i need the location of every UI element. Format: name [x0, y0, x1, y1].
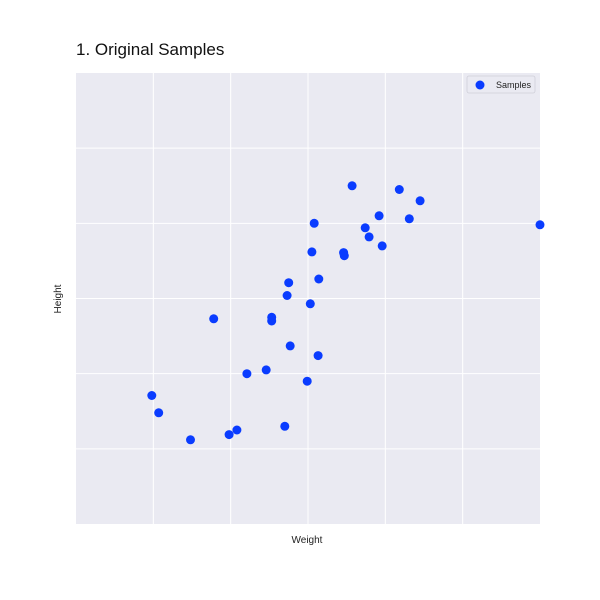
data-point — [339, 248, 349, 258]
data-point — [313, 351, 323, 361]
data-point — [404, 214, 414, 224]
data-point — [261, 365, 271, 375]
data-point — [209, 314, 219, 324]
data-point — [154, 408, 164, 418]
x-axis-label: Weight — [292, 535, 323, 546]
y-gridlines — [76, 147, 540, 450]
legend-label: Samples — [496, 80, 532, 90]
data-point — [232, 425, 242, 435]
legend-box — [466, 75, 536, 94]
data-point — [307, 247, 317, 257]
legend: Samples — [466, 75, 536, 94]
y-axis-label: Height — [53, 284, 64, 313]
data-point — [535, 220, 545, 230]
data-point — [147, 391, 157, 400]
data-point — [280, 421, 290, 431]
data-point — [309, 218, 319, 228]
data-point — [305, 299, 315, 309]
scatter-points — [147, 181, 545, 445]
data-point — [242, 369, 252, 379]
legend-marker — [475, 80, 485, 90]
data-point — [302, 376, 312, 386]
data-point — [374, 211, 384, 221]
data-point — [377, 241, 387, 251]
data-point — [415, 196, 425, 206]
data-point — [364, 232, 374, 242]
data-point — [394, 185, 404, 194]
data-point — [224, 430, 234, 440]
data-point — [314, 274, 324, 284]
data-point — [285, 341, 295, 351]
chart-title: 1. Original Samples — [76, 40, 224, 59]
data-point — [267, 316, 277, 326]
data-point — [186, 435, 195, 445]
data-point — [360, 223, 370, 233]
data-point — [347, 181, 357, 191]
data-point — [282, 291, 292, 300]
data-point — [284, 278, 294, 288]
